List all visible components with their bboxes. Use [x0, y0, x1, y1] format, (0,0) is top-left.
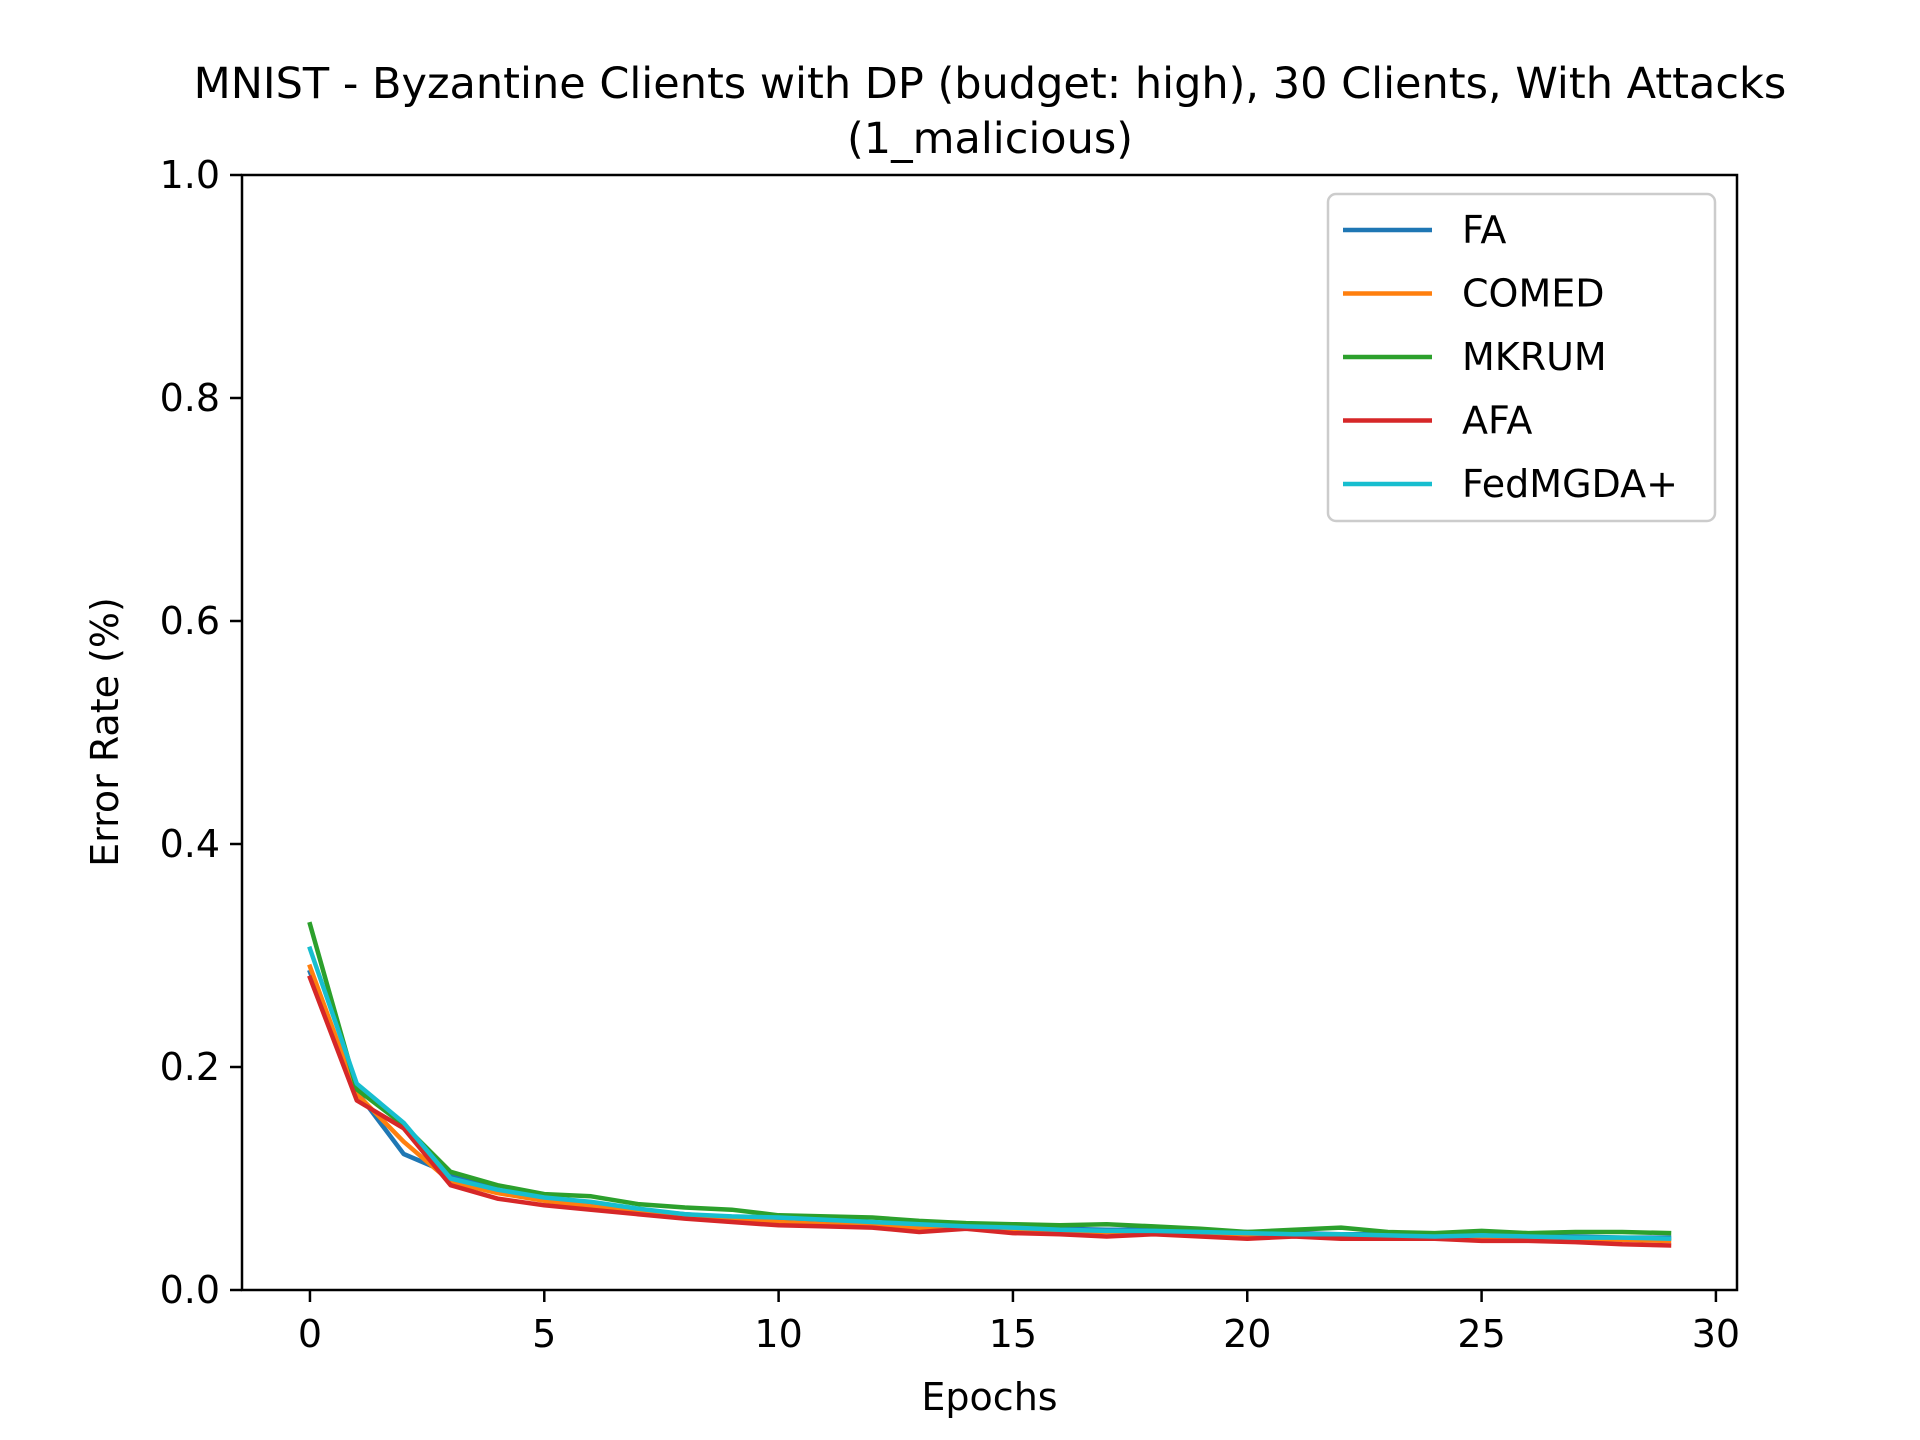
x-tick-label: 10 — [754, 1312, 802, 1356]
y-tick-label: 0.0 — [160, 1268, 220, 1312]
legend-label-afa: AFA — [1462, 399, 1532, 443]
plot-area-frame — [240, 173, 1739, 1292]
series-lines — [307, 921, 1672, 1248]
series-line-mkrum — [307, 921, 1672, 1236]
series-line-afa — [307, 974, 1672, 1248]
legend-label-mkrum: MKRUM — [1462, 335, 1607, 379]
y-tick-label: 0.2 — [160, 1045, 220, 1089]
legend: FA COMED MKRUM AFA FedMGDA+ — [1326, 192, 1717, 523]
y-tick-label: 0.6 — [160, 599, 220, 643]
legend-box — [1326, 192, 1717, 523]
y-tick-label: 0.8 — [160, 376, 220, 420]
legend-label-fa: FA — [1462, 208, 1506, 252]
legend-label-comed: COMED — [1462, 272, 1605, 316]
x-axis-label: Epochs — [921, 1375, 1057, 1419]
y-axis-label: Error Rate (%) — [83, 597, 127, 867]
y-tick-label: 1.0 — [160, 153, 220, 197]
chart-title: MNIST - Byzantine Clients with DP (budge… — [194, 59, 1787, 109]
chart-subtitle: (1_malicious) — [847, 114, 1133, 164]
x-tick-label: 0 — [298, 1312, 322, 1356]
x-tick-label: 20 — [1223, 1312, 1271, 1356]
series-line-fedmgda — [307, 945, 1672, 1242]
legend-label-fedmgda: FedMGDA+ — [1462, 462, 1678, 506]
legend-items: FA COMED MKRUM AFA FedMGDA+ — [1343, 208, 1678, 506]
x-tick-label: 25 — [1457, 1312, 1505, 1356]
x-tick-label: 5 — [532, 1312, 556, 1356]
x-tick-label: 15 — [989, 1312, 1037, 1356]
x-axis-ticks: 0 5 10 15 20 25 30 — [298, 1290, 1740, 1356]
y-axis-ticks: 0.0 0.2 0.4 0.6 0.8 1.0 — [160, 153, 242, 1312]
y-tick-label: 0.4 — [160, 822, 220, 866]
x-tick-label: 30 — [1692, 1312, 1740, 1356]
